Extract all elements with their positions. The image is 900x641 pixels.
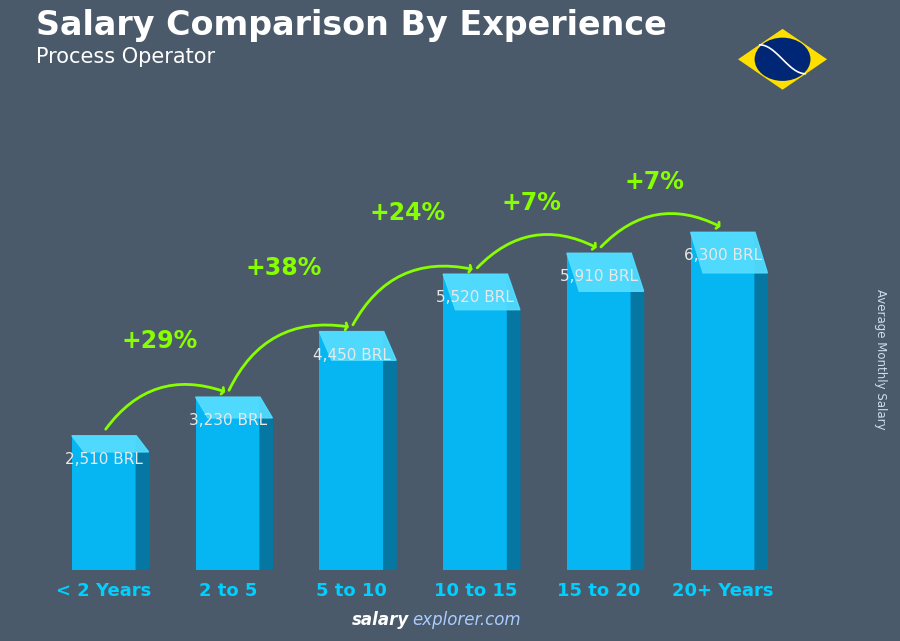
Polygon shape (136, 436, 149, 570)
Circle shape (754, 38, 811, 81)
Text: 3,230 BRL: 3,230 BRL (189, 413, 267, 428)
Polygon shape (738, 29, 827, 90)
Polygon shape (195, 397, 273, 418)
Text: +7%: +7% (625, 170, 685, 194)
Polygon shape (631, 253, 644, 570)
Polygon shape (320, 331, 396, 360)
Text: Average Monthly Salary: Average Monthly Salary (874, 288, 886, 429)
Bar (320, 331, 383, 570)
Polygon shape (567, 253, 644, 291)
Bar (690, 232, 755, 570)
Polygon shape (690, 232, 768, 273)
Bar (567, 253, 631, 570)
Text: +24%: +24% (369, 201, 446, 225)
Polygon shape (508, 274, 520, 570)
Bar (443, 274, 508, 570)
Text: +38%: +38% (246, 256, 321, 279)
Text: 2,510 BRL: 2,510 BRL (65, 452, 143, 467)
Bar (195, 397, 260, 570)
Bar (72, 436, 136, 570)
Text: 5,520 BRL: 5,520 BRL (436, 290, 514, 305)
Text: 6,300 BRL: 6,300 BRL (684, 248, 762, 263)
Polygon shape (72, 436, 148, 452)
Polygon shape (260, 397, 273, 570)
Text: explorer.com: explorer.com (412, 611, 521, 629)
Text: +29%: +29% (122, 329, 198, 353)
Text: Salary Comparison By Experience: Salary Comparison By Experience (36, 9, 667, 42)
Polygon shape (383, 331, 396, 570)
Polygon shape (443, 274, 520, 310)
Polygon shape (755, 232, 768, 570)
Text: 4,450 BRL: 4,450 BRL (312, 347, 391, 363)
Text: salary: salary (352, 611, 410, 629)
Text: +7%: +7% (501, 191, 561, 215)
Text: 5,910 BRL: 5,910 BRL (560, 269, 638, 285)
Text: Process Operator: Process Operator (36, 47, 215, 67)
